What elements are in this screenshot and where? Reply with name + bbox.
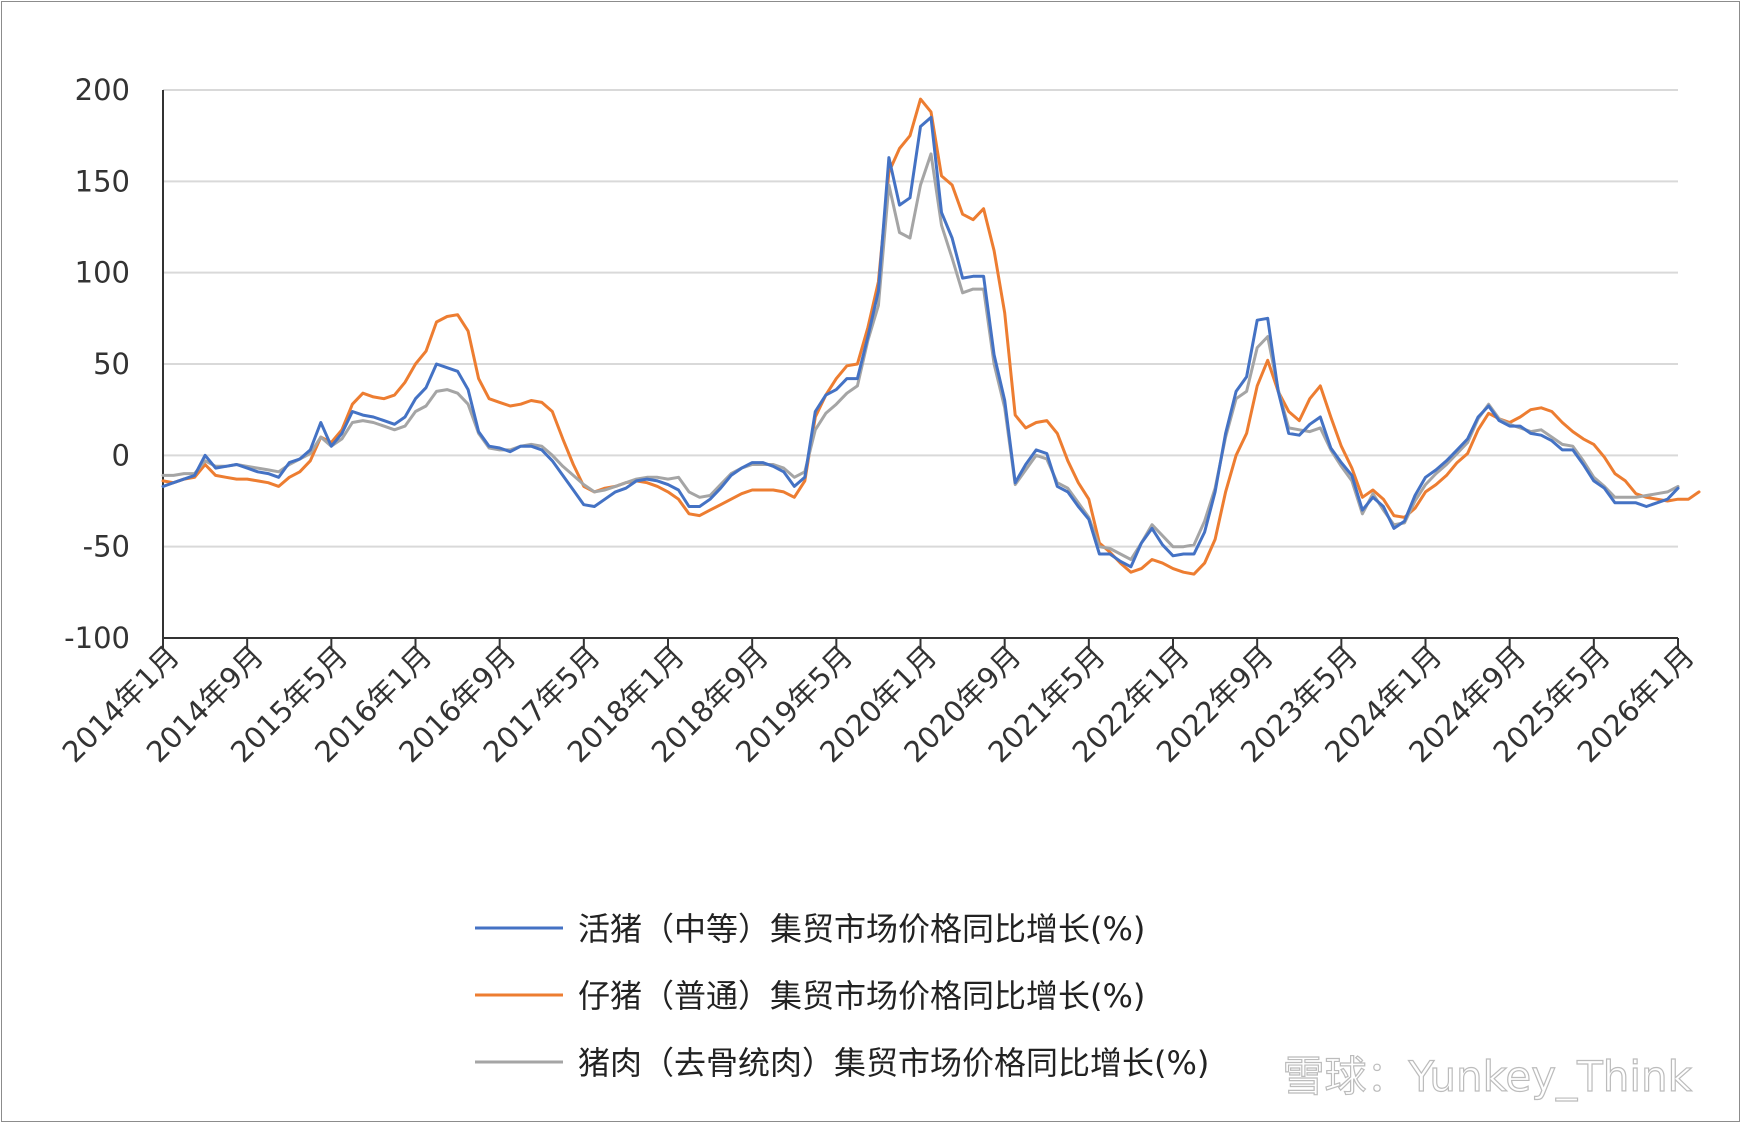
y-tick-label: -50: [83, 530, 130, 564]
legend-label: 活猪（中等）集贸市场价格同比增长(%): [578, 910, 1145, 948]
series-line-0: [161, 115, 1680, 569]
axes: [162, 90, 1679, 648]
y-tick-labels: 200 150 100 50 0 -50 -100: [64, 73, 130, 655]
legend: 活猪（中等）集贸市场价格同比增长(%) 仔猪（普通）集贸市场价格同比增长(%) 猪肉…: [475, 910, 1209, 1082]
y-tick-label: 0: [112, 438, 130, 472]
y-tick-label: -100: [64, 621, 130, 655]
y-tick-label: 150: [75, 164, 130, 198]
gridlines: [163, 89, 1678, 548]
series-line-1: [161, 97, 1701, 576]
y-tick-label: 50: [93, 347, 130, 381]
legend-label: 仔猪（普通）集贸市场价格同比增长(%): [578, 977, 1145, 1015]
y-tick-label: 100: [75, 256, 130, 290]
watermark: 雪球：Yunkey_Think: [1283, 1052, 1693, 1101]
series-lines: [161, 97, 1701, 576]
y-tick-label: 200: [75, 73, 130, 107]
legend-label: 猪肉（去骨统肉）集贸市场价格同比增长(%): [578, 1044, 1209, 1082]
x-tick-labels: 2014年1月2014年9月2015年5月2016年1月2016年9月2017年…: [56, 639, 1701, 769]
series-line-2: [161, 152, 1680, 561]
